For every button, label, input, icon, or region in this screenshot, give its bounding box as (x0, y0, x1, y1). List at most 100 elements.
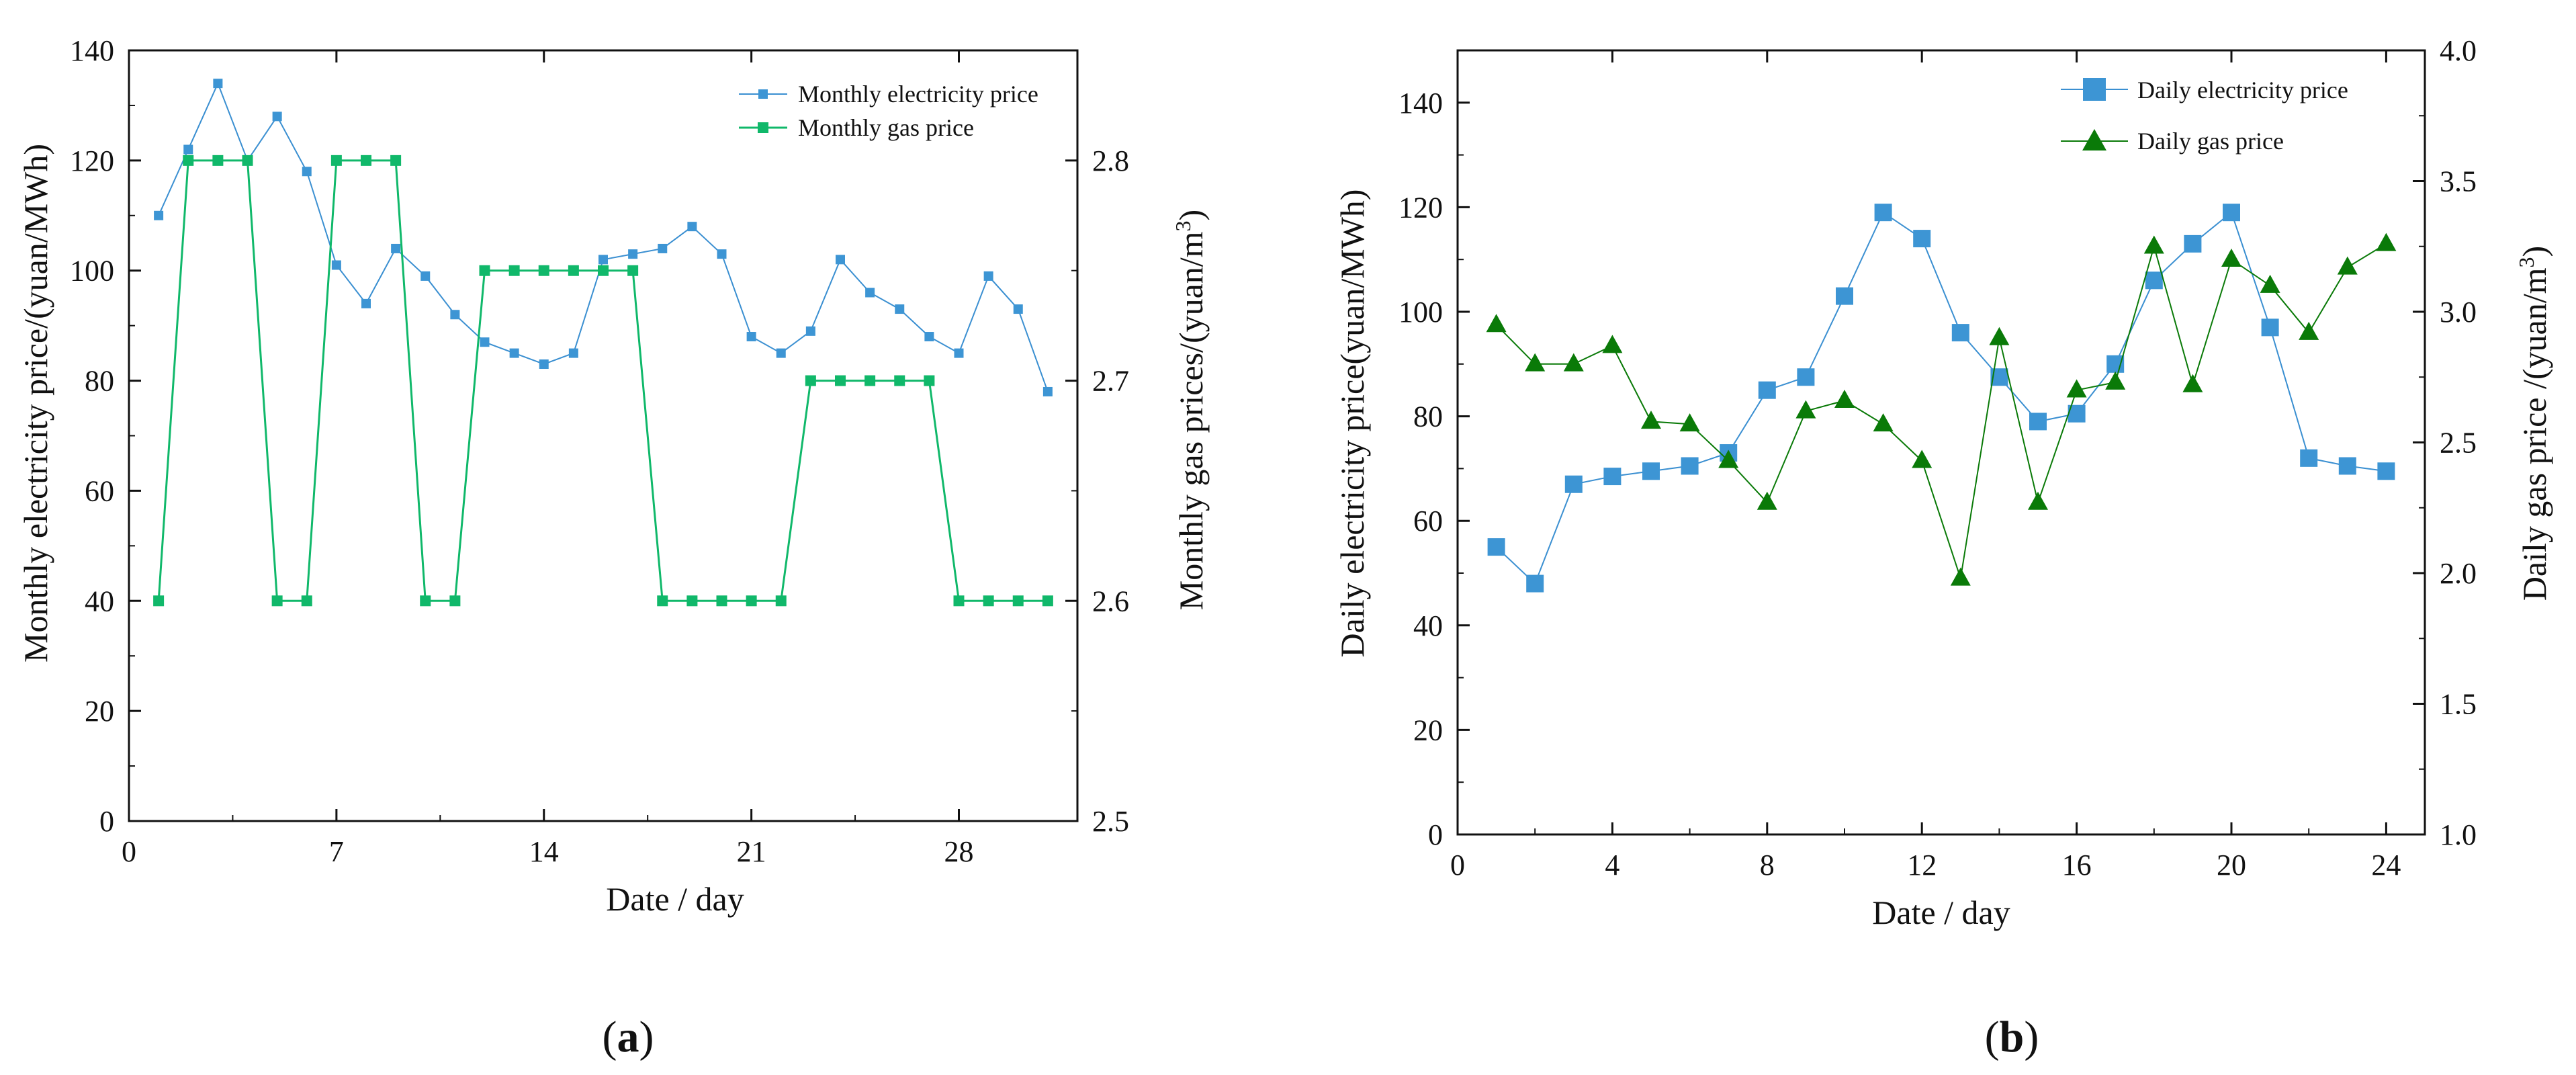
legend-marker-monthly-gas (758, 122, 768, 133)
chart-a-point-monthly-electricity-price (746, 332, 756, 342)
chart-a-point-monthly-electricity-price (391, 243, 401, 253)
chart-a-point-monthly-gas-price (212, 155, 224, 166)
chart-a-point-monthly-electricity-price (687, 222, 697, 232)
chart-b-x-tick-label: 8 (1760, 849, 1775, 882)
chart-a-point-monthly-electricity-price (568, 348, 578, 358)
chart-b-y2-tick-label: 1.5 (2440, 688, 2477, 721)
chart-a-point-monthly-electricity-price (331, 260, 341, 270)
chart-a-point-monthly-gas-price (183, 155, 194, 166)
chart-b-y-tick-label: 60 (1413, 505, 1443, 538)
chart-b-point-daily-electricity-price (2145, 271, 2163, 290)
chart-a-point-monthly-electricity-price (658, 243, 668, 253)
chart-a-x-tick-label: 28 (944, 835, 974, 868)
chart-a-point-monthly-electricity-price (836, 255, 845, 265)
chart-a-y2-tick-label: 2.6 (1092, 585, 1129, 617)
panel-label-b: (b) (1985, 1013, 2039, 1062)
chart-a-point-monthly-gas-price (479, 265, 490, 276)
chart-b-point-daily-gas-price (1641, 411, 1661, 429)
chart-a-point-monthly-gas-price (153, 595, 165, 607)
chart-a-point-monthly-electricity-price (865, 288, 875, 298)
chart-b-point-daily-electricity-price (1564, 475, 1583, 493)
chart-b-point-daily-gas-price (2105, 371, 2126, 390)
chart-b-point-daily-gas-price (1679, 413, 1700, 432)
chart-a-point-monthly-gas-price (835, 375, 846, 386)
chart-b-point-daily-gas-price (2260, 274, 2280, 293)
chart-b: 0 4 8 12 16 20 24 0 20 40 60 80 100 120 140 1.0 1.5 2.0 2.… (1333, 34, 2553, 1062)
chart-b-y2-tick-label: 3.5 (2440, 165, 2477, 198)
chart-a-x-tick-label: 7 (329, 835, 344, 868)
chart-a-point-monthly-electricity-price (154, 210, 164, 220)
chart-b-point-daily-electricity-price (2106, 355, 2125, 373)
chart-a-point-monthly-electricity-price (213, 79, 223, 89)
legend-label-monthly-gas: Monthly gas price (798, 114, 974, 141)
legend-label-monthly-electricity: Monthly electricity price (798, 81, 1038, 108)
chart-b-point-daily-electricity-price (2338, 457, 2356, 475)
chart-a-y-tick-label: 60 (85, 474, 114, 507)
chart-a-point-monthly-electricity-price (509, 348, 519, 358)
chart-a-y-tick-label: 80 (85, 365, 114, 398)
chart-a-y2-axis-label: Monthly gas prices/(yuan/m3) (1171, 210, 1210, 610)
legend-marker-daily-electricity (2083, 78, 2106, 101)
chart-b-point-daily-electricity-price (1836, 287, 1853, 305)
legend-label-daily-electricity: Daily electricity price (2137, 77, 2348, 103)
chart-b-y2-tick-label: 4.0 (2440, 34, 2477, 67)
chart-b-point-daily-electricity-price (1951, 324, 1969, 342)
chart-b-legend: Daily electricity price Daily gas price (2061, 77, 2348, 155)
chart-a-y-tick-label: 120 (70, 144, 114, 177)
chart-a-y2-label-end: ) (1172, 210, 1210, 221)
chart-a-y2-tick-label: 2.8 (1092, 144, 1129, 177)
chart-a-x-tick-label: 0 (122, 835, 136, 868)
chart-a-y2-tick-label: 2.5 (1092, 805, 1129, 838)
chart-a-y-axis-label: Monthly electricity price/(yuan/MWh) (17, 144, 54, 662)
chart-a-point-monthly-electricity-price (805, 326, 815, 336)
chart-a-point-monthly-gas-price (716, 595, 727, 607)
chart-b-point-daily-gas-price (1602, 335, 1623, 353)
chart-b-x-tick-label: 24 (2371, 849, 2401, 882)
chart-b-point-daily-gas-price (1873, 413, 1894, 432)
legend-marker-monthly-electricity (758, 89, 768, 99)
chart-a-point-monthly-gas-price (508, 265, 520, 276)
chart-b-y2-label-sup: 3 (2514, 257, 2538, 267)
chart-a-point-monthly-electricity-price (183, 144, 193, 155)
chart-a-y-tick-label: 40 (85, 585, 114, 617)
chart-b-point-daily-gas-price (1795, 400, 1816, 419)
chart-a-point-monthly-gas-price (983, 595, 994, 607)
chart-b-y-tick-label: 100 (1398, 296, 1443, 329)
chart-a-point-monthly-electricity-price (539, 359, 549, 369)
chart-b-x-tick-label: 0 (1450, 849, 1465, 882)
panel-label-a-letter: a (617, 1013, 639, 1062)
chart-b-point-daily-gas-price (1912, 449, 1933, 468)
chart-b-point-daily-electricity-price (1487, 538, 1505, 556)
chart-b-point-daily-gas-price (2066, 379, 2087, 398)
chart-b-point-daily-gas-price (2143, 235, 2164, 254)
chart-a-point-monthly-gas-price (686, 595, 698, 607)
chart-b-point-daily-gas-price (2337, 256, 2358, 275)
chart-a-point-monthly-electricity-price (480, 337, 490, 347)
chart-b-point-daily-gas-price (2182, 374, 2203, 392)
chart-a-point-monthly-electricity-price (924, 332, 934, 342)
chart-b-point-daily-electricity-price (2223, 204, 2240, 222)
chart-b-y-tick-label: 0 (1428, 818, 1443, 851)
chart-a-point-monthly-electricity-price (1013, 304, 1023, 314)
chart-a-y2-label-main: Monthly gas prices/(yuan/m (1172, 231, 1210, 610)
chart-a-point-monthly-gas-price (271, 595, 283, 607)
chart-a-point-monthly-gas-price (538, 265, 549, 276)
chart-a-y2-label-sup: 3 (1171, 220, 1195, 231)
chart-b-point-daily-gas-price (2221, 249, 2241, 267)
chart-b-y2-axis-label: Daily gas price /(yuan/m3) (2514, 246, 2553, 601)
chart-a-plot-area: 0 7 14 21 28 0 20 40 60 80 100 120 140 2.5 2.6 2.7 2.8 (70, 34, 1129, 868)
chart-a-point-monthly-gas-price (330, 155, 342, 166)
chart-b-y2-label-end: ) (2516, 246, 2553, 257)
chart-a-y-tick-label: 20 (85, 695, 114, 728)
chart-a-y-tick-label: 100 (70, 255, 114, 288)
chart-b-y-tick-label: 140 (1398, 87, 1443, 120)
chart-b-point-daily-electricity-price (1603, 468, 1622, 486)
chart-a-point-monthly-gas-price (1012, 595, 1024, 607)
chart-b-point-daily-electricity-price (1642, 462, 1660, 480)
chart-a-point-monthly-electricity-price (598, 255, 608, 265)
chart-b-point-daily-electricity-price (1526, 574, 1544, 593)
chart-a-x-axis-label: Date / day (606, 880, 744, 918)
chart-a-point-monthly-electricity-price (450, 310, 460, 320)
